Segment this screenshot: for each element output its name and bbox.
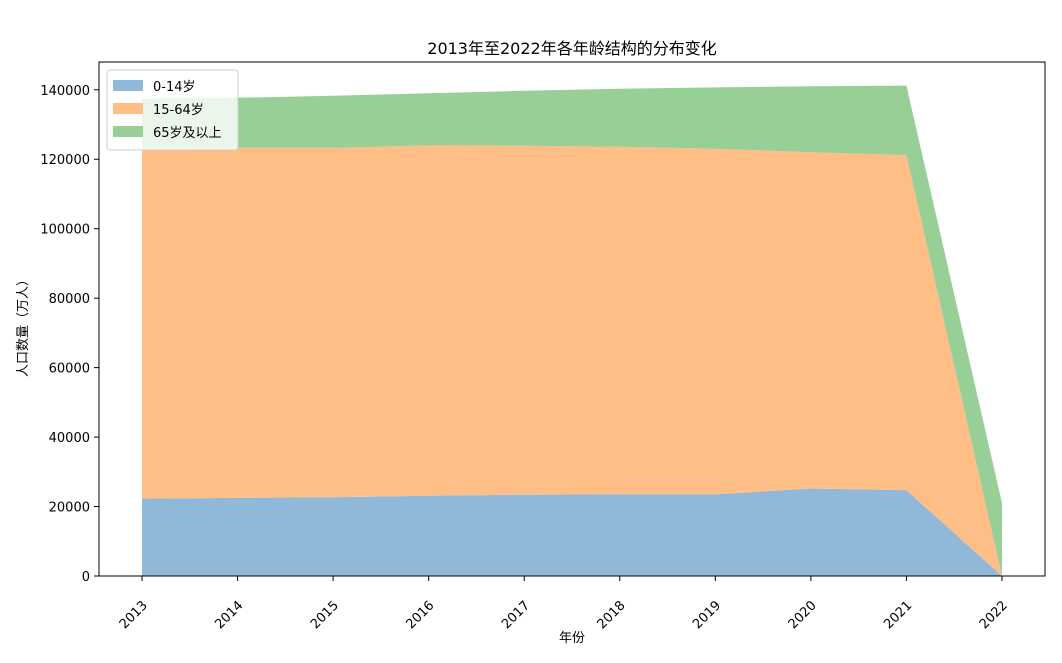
x-tick-label: 2018 [595,598,629,632]
area-series-0 [142,488,1002,576]
y-tick-label: 80000 [49,292,90,307]
legend-swatch-0 [113,80,143,91]
y-tick-label: 100000 [40,223,90,238]
legend-label-1: 15-64岁 [153,103,204,118]
x-tick-label: 2014 [212,598,246,632]
legend-swatch-1 [113,103,143,114]
x-tick-label: 2020 [786,598,820,632]
x-tick-label: 2019 [690,598,724,632]
area-series-group [142,85,1002,576]
plot-frame [98,61,1046,577]
x-tick-label: 2015 [308,598,342,632]
legend-label-0: 0-14岁 [153,80,196,95]
y-tick-label: 20000 [49,501,90,516]
legend-swatch-2 [113,126,143,137]
area-series-1 [142,145,1002,576]
x-tick-label: 2016 [403,598,437,632]
x-tick-label: 2013 [117,598,151,632]
x-axis-label: 年份 [559,631,585,646]
x-tick-label: 2022 [977,598,1011,632]
legend: 0-14岁 15-64岁 65岁及以上 [106,69,239,151]
x-tick-label: 2017 [499,598,533,632]
y-tick-label: 40000 [49,431,90,446]
x-tick-label: 2021 [881,598,915,632]
y-axis-label: 人口数量（万人） [16,273,31,377]
y-tick-label: 120000 [40,153,90,168]
y-tick-label: 0 [82,570,90,585]
y-tick-label: 60000 [49,362,90,377]
chart-title: 2013年至2022年各年龄结构的分布变化 [427,39,716,58]
y-tick-label: 140000 [40,84,90,99]
legend-label-2: 65岁及以上 [153,126,222,141]
